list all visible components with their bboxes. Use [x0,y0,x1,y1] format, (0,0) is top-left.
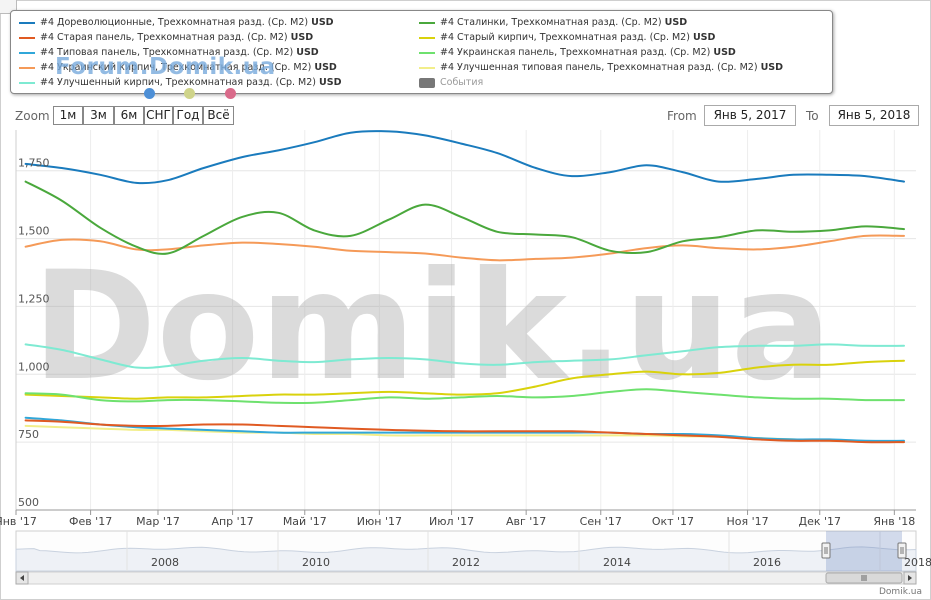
to-date-input[interactable]: Янв 5, 2018 [829,105,919,126]
x-axis: Янв '17 Фев '17 Мар '17 Апр '17 Май '17 Июн '… [0,509,916,528]
navigator[interactable]: 2008 2010 2012 2014 2016 2018 [15,530,931,585]
domik-watermark: Domik.ua [32,240,832,414]
navigator-selection [826,531,902,571]
series-line-0 [24,130,905,185]
navigator-year-label: 2008 [151,556,179,569]
x-tick-label: Ноя '17 [726,515,768,528]
y-axis: 500 750 1,000 1,250 1,500 1,750 [15,130,50,510]
x-tick-label: Фев '17 [69,515,112,528]
x-tick-label: Дек '17 [798,515,841,528]
navigator-year-label: 2012 [452,556,480,569]
x-tick-label: Июн '17 [357,515,402,528]
chevron-left-icon [20,575,24,581]
navigator-year-label: 2014 [603,556,631,569]
x-tick-label: Янв '18 [873,515,915,528]
legend-label: #4 Старая панель, Трехкомнатная разд. (С… [40,32,288,43]
legend-swatch [19,67,35,69]
zoom-ytd-button[interactable]: СНГ [144,106,173,125]
y-tick-label: 1,750 [18,157,50,170]
x-tick-label: Авг '17 [506,515,546,528]
legend-unit: USD [664,17,688,28]
x-tick-label: Апр '17 [211,515,253,528]
legend-swatch [19,22,35,24]
legend-unit: USD [290,32,314,43]
legend-swatch [19,37,35,39]
events-flag-icon [419,78,435,88]
legend-label: #4 Украинская панель, Трехкомнатная разд… [440,47,711,58]
legend-label: #4 Улучшенный кирпич, Трехкомнатная разд… [40,77,316,88]
legend-swatch [19,52,35,54]
series-line-1 [24,180,905,255]
x-tick-label: Мар '17 [136,515,180,528]
range-selector: Zoom 1м 3м 6м СНГ Год Всё From Янв 5, 20… [0,104,931,128]
navigator-year-label: 2018 [904,556,931,569]
credit-link[interactable]: Domik.ua [879,587,922,597]
legend-unit: USD [311,17,334,28]
series-line-5 [24,388,905,405]
logo-dot-blue [144,88,155,99]
zoom-1m-button[interactable]: 1м [53,106,83,125]
zoom-year-button[interactable]: Год [173,106,203,125]
x-tick-label: Июл '17 [429,515,474,528]
legend-swatch [419,37,435,39]
legend-swatch [19,82,35,84]
legend-label: #4 Старый кирпич, Трехкомнатная разд. (С… [440,32,690,43]
y-tick-label: 1,000 [18,360,50,373]
to-label: To [806,109,819,123]
from-date-input[interactable]: Янв 5, 2017 [704,105,796,126]
from-label: From [667,109,697,123]
legend-unit: USD [319,77,342,88]
legend-unit: USD [296,47,319,58]
scrollbar-track [15,571,917,585]
series-layer [24,130,905,444]
y-tick-label: 500 [18,496,39,509]
navigator-year-label: 2010 [302,556,330,569]
series-line-6 [24,419,905,444]
series-line-7 [24,416,905,442]
legend-swatch [419,67,435,69]
navigator-year-label: 2016 [753,556,781,569]
x-tick-label: Май '17 [283,515,327,528]
navigator-series [15,546,917,572]
x-tick-label: Янв '17 [0,515,37,528]
series-line-4 [24,359,905,400]
legend-label: #4 Улучшенная типовая панель, Трехкомнат… [440,62,758,73]
legend-label: #4 Сталинки, Трехкомнатная разд. (Ср. М2… [440,17,662,28]
navigator-handle [821,542,831,559]
series-line-3 [24,343,905,369]
y-tick-label: 1,250 [18,292,50,305]
navigator-handle [897,542,907,559]
y-tick-label: 750 [18,428,39,441]
zoom-label: Zoom [15,109,50,123]
legend-unit: USD [760,62,784,73]
series-line-2 [24,234,905,262]
legend-unit: USD [314,62,337,73]
legend-swatch [419,22,435,24]
legend-label: #4 Украинский кирпич, Трехкомнатная разд… [40,62,312,73]
legend-label: #4 Типовая панель, Трехкомнатная разд. (… [40,47,294,58]
zoom-all-button[interactable]: Всё [203,106,234,125]
logo-dot-pink [225,88,236,99]
logo-dot-yellow [184,88,195,99]
legend-unit: USD [692,32,716,43]
legend: #4 Дореволюционные, Трехкомнатная разд. … [10,10,833,94]
chevron-right-icon [908,575,912,581]
legend-label: #4 Дореволюционные, Трехкомнатная разд. … [40,17,309,28]
forum-watermark: Forum.Domik.ua [55,54,276,80]
y-tick-label: 1,500 [18,225,50,238]
zoom-6m-button[interactable]: 6м [114,106,144,125]
legend-unit: USD [713,47,736,58]
legend-label-events: События [440,77,484,88]
legend-swatch [419,52,435,54]
zoom-3m-button[interactable]: 3м [83,106,114,125]
x-tick-label: Сен '17 [580,515,622,528]
x-tick-label: Окт '17 [652,515,694,528]
